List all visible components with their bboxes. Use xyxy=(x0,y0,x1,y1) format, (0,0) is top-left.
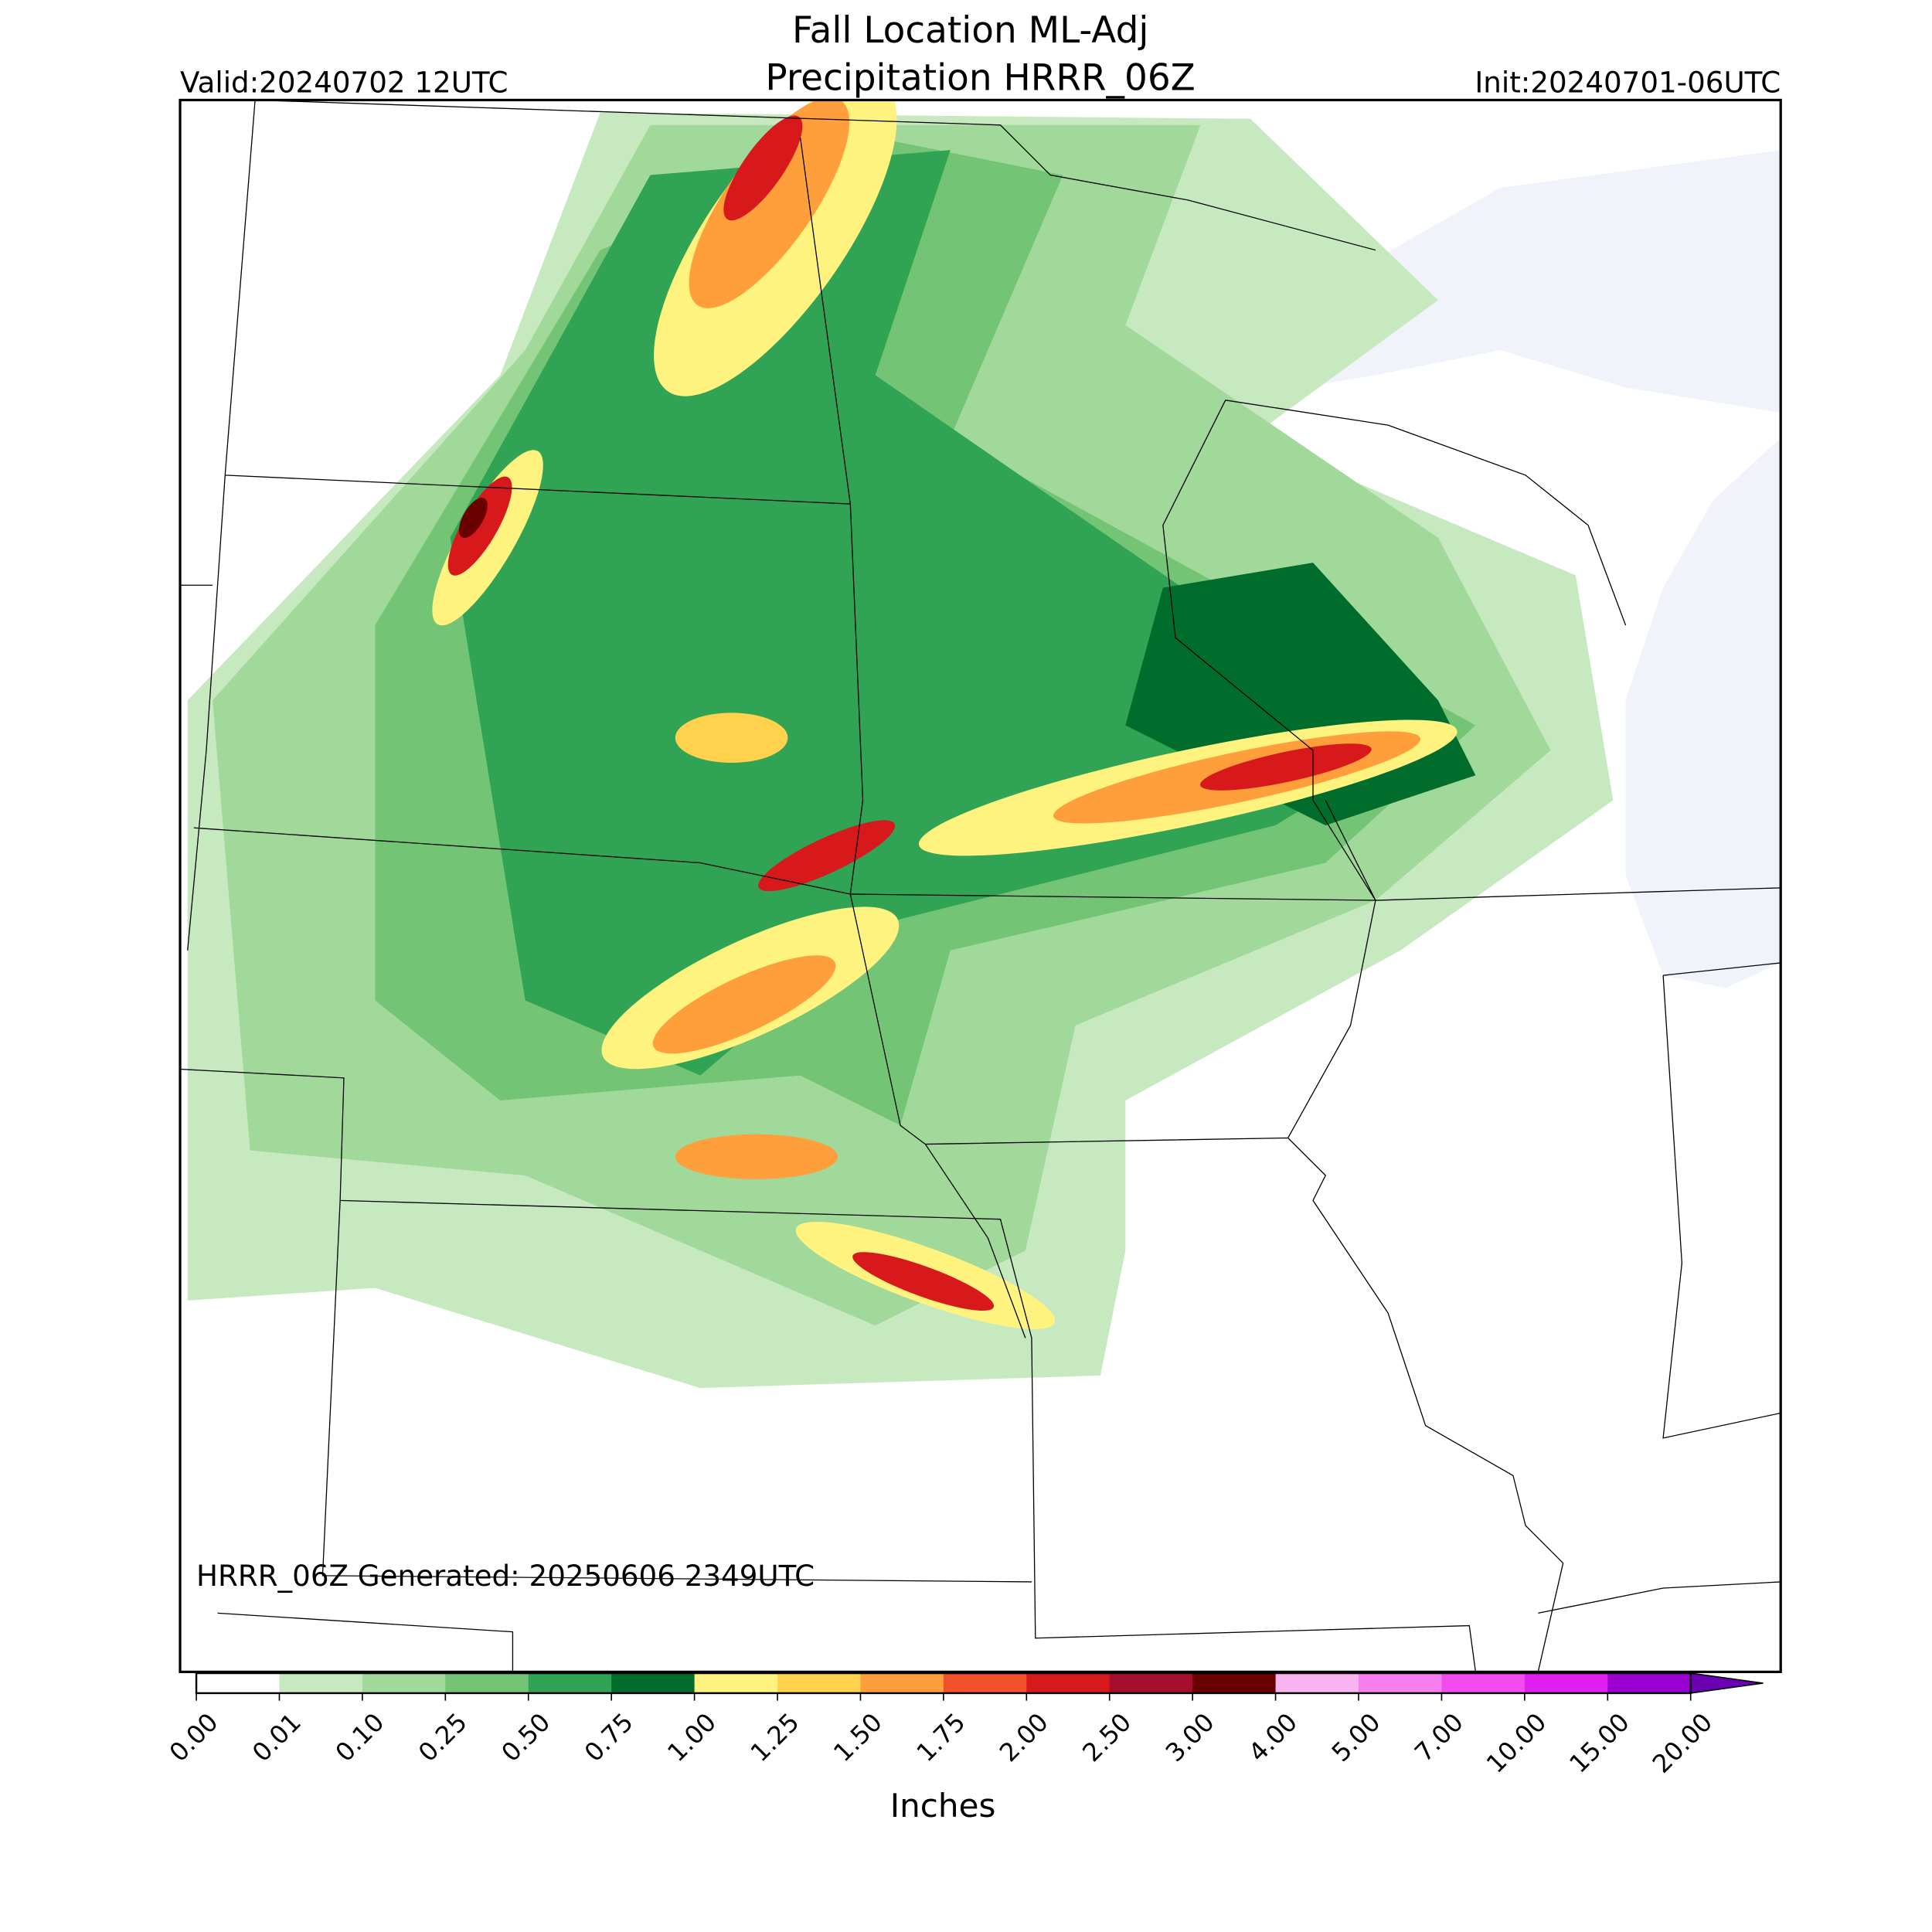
title-line1: Fall Location ML-Adj xyxy=(792,9,1148,52)
colorbar-segment xyxy=(528,1673,612,1693)
colorbar-segment xyxy=(279,1673,363,1693)
colorbar: 0.00 0.01 0.10 0.25 0.50 0.75 1.00 1.25 1.50 1.75… xyxy=(164,1672,1764,1779)
colorbar-segment xyxy=(943,1673,1028,1693)
title-line2: Precipitation HRRR_06Z xyxy=(765,57,1195,100)
colorbar-tick-label: 0.25 xyxy=(413,1707,473,1767)
colorbar-tick-label: 1.50 xyxy=(828,1707,888,1767)
colorbar-tick-label: 2.00 xyxy=(994,1707,1054,1767)
colorbar-segment xyxy=(362,1673,447,1693)
footnote: HRRR_06Z Generated: 20250606 2349UTC xyxy=(196,1559,815,1593)
colorbar-tick-label: 15.00 xyxy=(1563,1707,1634,1778)
colorbar-label: Inches xyxy=(890,1787,996,1825)
colorbar-segment xyxy=(860,1673,944,1693)
colorbar-tick-label: 1.00 xyxy=(662,1707,722,1767)
colorbar-tick-label: 0.75 xyxy=(579,1707,639,1767)
colorbar-segment xyxy=(777,1673,862,1693)
colorbar-tick-label: 0.01 xyxy=(247,1707,307,1767)
lake-michigan xyxy=(1625,437,1781,988)
colorbar-segment xyxy=(445,1673,529,1693)
map-frame xyxy=(179,98,1782,1674)
colorbar-tick-label: 7.00 xyxy=(1409,1707,1469,1767)
map: HRRR_06Z Generated: 20250606 2349UTC xyxy=(180,100,1781,1672)
colorbar-segment xyxy=(611,1673,696,1693)
colorbar-segment xyxy=(196,1673,281,1693)
colorbar-tick-label: 1.25 xyxy=(745,1707,805,1767)
colorbar-segment xyxy=(1607,1673,1692,1693)
colorbar-tick-label: 2.50 xyxy=(1077,1707,1137,1767)
colorbar-tick-label: 20.00 xyxy=(1647,1707,1718,1778)
colorbar-segment xyxy=(1524,1673,1609,1693)
colorbar-segment xyxy=(1109,1673,1193,1693)
colorbar-tick-label: 10.00 xyxy=(1481,1707,1552,1778)
colorbar-segment xyxy=(694,1673,778,1693)
colorbar-tick-label: 0.50 xyxy=(495,1707,556,1767)
colorbar-segment xyxy=(1275,1673,1359,1693)
colorbar-segment xyxy=(1359,1673,1443,1693)
colorbar-segment xyxy=(1192,1673,1277,1693)
precip-field xyxy=(187,100,1614,1389)
colorbar-tick-label: 5.00 xyxy=(1326,1707,1386,1767)
colorbar-extend xyxy=(1689,1672,1764,1694)
colorbar-tick-label: 0.10 xyxy=(330,1707,390,1767)
state-borders xyxy=(180,100,1781,1672)
colorbar-segment xyxy=(1026,1673,1111,1693)
colorbar-tick-label: 3.00 xyxy=(1160,1707,1220,1767)
colorbar-tick-label: 1.75 xyxy=(911,1707,971,1767)
colorbar-segment xyxy=(1441,1673,1526,1693)
init-time: Init:20240701-06UTC xyxy=(1475,66,1781,100)
valid-time: Valid:20240702 12UTC xyxy=(180,66,508,100)
colorbar-tick-label: 0.00 xyxy=(164,1707,224,1767)
colorbar-tick-label: 4.00 xyxy=(1243,1707,1303,1767)
